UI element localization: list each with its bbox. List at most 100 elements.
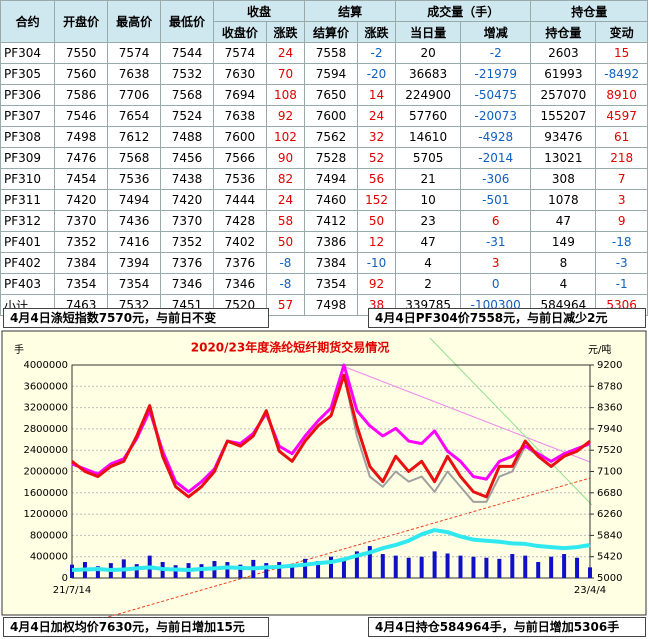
table-cell: 7498 bbox=[304, 294, 358, 316]
y2-tick-label: 8780 bbox=[597, 381, 622, 392]
bar bbox=[354, 551, 359, 578]
trend-line bbox=[339, 364, 591, 463]
table-cell: 7444 bbox=[212, 189, 267, 211]
table-cell: 61993 bbox=[530, 63, 597, 85]
bar bbox=[562, 554, 567, 578]
table-cell: 合约 bbox=[0, 0, 56, 43]
table-cell: 7370 bbox=[54, 210, 109, 232]
table-cell: PF310 bbox=[0, 168, 56, 190]
line bbox=[71, 373, 591, 499]
bar bbox=[536, 562, 541, 578]
table-row: PF306 7586 7706 7568 7694 108 7650 14 224900 -504… bbox=[0, 84, 648, 106]
bar bbox=[575, 557, 580, 578]
bar bbox=[367, 546, 372, 578]
table-cell: 57 bbox=[265, 294, 306, 316]
table-cell: 7600 bbox=[304, 105, 358, 127]
y2-tick-label: 7100 bbox=[597, 467, 622, 478]
y2-tick-label: 5420 bbox=[597, 552, 622, 563]
table-cell: 7438 bbox=[160, 168, 214, 190]
table-cell: 7386 bbox=[304, 231, 358, 253]
table-cell: 7574 bbox=[107, 42, 162, 64]
y2-tick-label: 5840 bbox=[597, 530, 622, 541]
bar bbox=[380, 554, 385, 578]
table-row: PF402 7384 7394 7376 7376 -8 7384 -10 4 3 8 -3 bbox=[0, 252, 648, 274]
bar bbox=[225, 562, 230, 578]
table-cell: 257070 bbox=[530, 84, 597, 106]
bar bbox=[316, 560, 321, 578]
y-tick-label: 2400000 bbox=[23, 445, 68, 456]
table-cell: 36683 bbox=[395, 63, 462, 85]
y-axis-label: 手 bbox=[14, 343, 24, 356]
table-cell: 12 bbox=[356, 231, 397, 253]
bar bbox=[277, 562, 282, 578]
bar bbox=[199, 564, 204, 578]
table-cell: PF304 bbox=[0, 42, 56, 64]
trend-line bbox=[69, 477, 591, 629]
bar bbox=[393, 555, 398, 578]
table-row: 收盘价 涨跌 结算价 涨跌 当日量 增减 持仓量 变动 bbox=[1, 21, 648, 43]
table-cell: -501 bbox=[460, 189, 532, 211]
y2-tick-label: 5000 bbox=[597, 573, 622, 584]
bar bbox=[445, 553, 450, 578]
table-cell: 24 bbox=[265, 189, 306, 211]
table-cell: 收盘 bbox=[212, 0, 306, 22]
table-row: 合约 开盘价 最高价 最低价 收盘 结算 成交量（手） 持仓量 bbox=[0, 0, 648, 43]
table-cell: 2603 bbox=[530, 42, 597, 64]
table-row: PF308 7498 7612 7488 7600 102 7562 32 14610 -4928… bbox=[0, 126, 648, 148]
note: 4月4日持仓584964手，与前日增加5306手 bbox=[368, 617, 646, 637]
table-cell: 155207 bbox=[530, 105, 597, 127]
table-cell: 当日量 bbox=[395, 21, 462, 43]
table-cell: 持仓量 bbox=[530, 0, 648, 22]
y2-tick-label: 9200 bbox=[597, 360, 622, 371]
y-tick-label: 1600000 bbox=[23, 488, 68, 499]
y2-tick-label: 6260 bbox=[597, 509, 622, 520]
table-cell: 7568 bbox=[160, 84, 214, 106]
bar bbox=[290, 564, 295, 578]
bar bbox=[70, 564, 74, 578]
table-cell: 成交量（手） bbox=[395, 0, 532, 22]
table-row: PF307 7546 7654 7524 7638 92 7600 24 57760 -20073… bbox=[0, 105, 648, 127]
y2-tick-label: 7940 bbox=[597, 424, 622, 435]
table-cell: -50475 bbox=[460, 84, 532, 106]
table-row: PF305 7560 7638 7532 7630 70 7594 -20 36683 -2197… bbox=[0, 63, 648, 85]
y-tick-label: 3600000 bbox=[23, 381, 68, 392]
table-cell: -10 bbox=[356, 252, 397, 274]
bar bbox=[95, 566, 100, 578]
table-cell: 7594 bbox=[304, 63, 358, 85]
table-row: PF401 7352 7416 7352 7402 50 7386 12 47 -31 149 -18 bbox=[0, 231, 648, 253]
table-row: PF304 7550 7574 7544 7574 24 7558 -2 20 -2 2603 15 bbox=[0, 42, 648, 64]
bar bbox=[549, 556, 554, 578]
table-cell: -2 bbox=[356, 42, 397, 64]
table-cell: 152 bbox=[356, 189, 397, 211]
y-tick-label: 800000 bbox=[30, 530, 68, 541]
y2-tick-label: 8360 bbox=[597, 403, 622, 414]
x-tick-label: 23/4/4 bbox=[574, 585, 606, 596]
table-cell: 7494 bbox=[107, 189, 162, 211]
y-tick-label: 2000000 bbox=[23, 467, 68, 478]
bar bbox=[432, 551, 437, 578]
table-cell: 7384 bbox=[304, 252, 358, 274]
table-cell: 108 bbox=[265, 84, 306, 106]
bar bbox=[458, 555, 463, 578]
table-cell: -1 bbox=[595, 273, 648, 295]
table-cell: -20073 bbox=[460, 105, 532, 127]
table-cell: 24 bbox=[265, 42, 306, 64]
table-cell: 7376 bbox=[212, 252, 267, 274]
bar bbox=[497, 558, 502, 578]
table-cell: 7346 bbox=[212, 273, 267, 295]
y-tick-label: 1200000 bbox=[23, 509, 68, 520]
bar bbox=[406, 557, 411, 578]
bar bbox=[419, 556, 424, 578]
bar bbox=[471, 556, 476, 578]
table-cell: 7586 bbox=[54, 84, 109, 106]
table-cell: 7370 bbox=[160, 210, 214, 232]
table-row: PF311 7420 7494 7420 7444 24 7460 152 10 -501 1078… bbox=[0, 189, 648, 211]
table-cell: -8492 bbox=[595, 63, 648, 85]
y-tick-label: 2800000 bbox=[23, 424, 68, 435]
table-cell: 7354 bbox=[304, 273, 358, 295]
table-cell: 14610 bbox=[395, 126, 462, 148]
bar bbox=[588, 567, 592, 578]
table-cell: 持仓量 bbox=[530, 21, 597, 43]
table-cell: -18 bbox=[595, 231, 648, 253]
table-cell: PF309 bbox=[0, 147, 56, 169]
